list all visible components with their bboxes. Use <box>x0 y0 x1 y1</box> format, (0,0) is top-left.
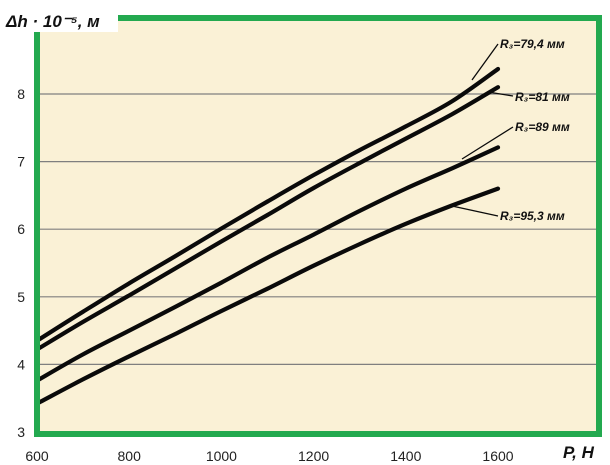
y-axis-title-bg <box>4 10 118 32</box>
x-tick-label: 1400 <box>390 448 421 464</box>
series-label-3: R₃=89 мм <box>515 120 570 134</box>
x-tick-label: 1600 <box>482 448 513 464</box>
y-axis-ticks: 3 4 5 6 7 8 <box>17 86 25 440</box>
y-tick-label: 3 <box>17 424 25 440</box>
y-tick-label: 8 <box>17 86 25 102</box>
y-axis-title: Δh · 10⁻⁵, м <box>5 12 100 31</box>
x-tick-label: 1000 <box>206 448 237 464</box>
series-line-2 <box>34 85 501 352</box>
label-leader-2 <box>487 91 514 97</box>
y-tick-label: 5 <box>17 289 25 305</box>
plot-frame <box>34 15 602 437</box>
series-label-2: R₃=81 мм <box>515 90 570 104</box>
label-leader-1 <box>471 43 499 81</box>
x-axis-ticks: 600 800 1000 1200 1400 1600 <box>25 448 513 464</box>
series-line-3 <box>34 145 501 383</box>
series-label-4: R₃=95,3 мм <box>500 209 565 223</box>
x-tick-label: 1200 <box>298 448 329 464</box>
series-labels: R₃=79,4 мм R₃=81 мм R₃=89 мм R₃=95,3 мм <box>451 37 570 223</box>
plot-background <box>37 18 599 434</box>
y-tick-label: 4 <box>17 356 25 372</box>
x-tick-label: 800 <box>118 448 142 464</box>
x-axis-title: P, Н <box>563 443 595 462</box>
y-tick-label: 7 <box>17 154 25 170</box>
series-label-1: R₃=79,4 мм <box>500 37 565 51</box>
label-leader-3 <box>461 126 514 160</box>
x-tick-label: 600 <box>25 448 49 464</box>
series-line-4 <box>34 186 501 406</box>
label-leader-4 <box>451 205 499 217</box>
y-tick-label: 6 <box>17 221 25 237</box>
series-line-1 <box>34 66 501 343</box>
series-lines <box>34 66 501 406</box>
